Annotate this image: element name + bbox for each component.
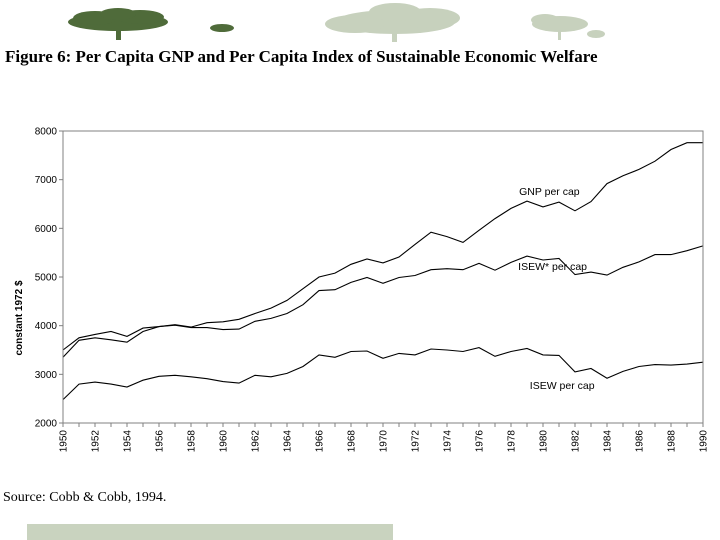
plot-area bbox=[62, 130, 704, 424]
x-tick-label: 1964 bbox=[283, 430, 294, 453]
series-label-0: GNP per cap bbox=[519, 186, 580, 198]
footer-bar bbox=[27, 524, 393, 540]
series-label-2: ISEW per cap bbox=[530, 380, 595, 392]
y-tick-label: 3000 bbox=[35, 370, 58, 381]
x-tick-label: 1950 bbox=[59, 430, 70, 453]
tree-banner bbox=[68, 3, 605, 42]
series-line-0 bbox=[62, 142, 703, 351]
x-axis-ticks: 1950 1952 1954 1956 1958 1960 1962 1964 1966 1968… bbox=[59, 423, 710, 452]
y-axis-ticks: 2000 3000 4000 5000 6000 7000 8000 bbox=[35, 127, 63, 430]
x-tick-label: 1968 bbox=[347, 430, 358, 453]
x-tick-label: 1988 bbox=[667, 430, 678, 453]
series-labels: GNP per cap ISEW* per cap ISEW per cap bbox=[518, 186, 595, 392]
x-tick-label: 1976 bbox=[475, 430, 486, 453]
x-tick-label: 1958 bbox=[187, 430, 198, 453]
x-tick-label: 1986 bbox=[635, 430, 646, 453]
y-tick-label: 8000 bbox=[35, 127, 58, 138]
x-tick-label: 1982 bbox=[571, 430, 582, 453]
x-tick-label: 1984 bbox=[603, 430, 614, 453]
x-tick-label: 1954 bbox=[123, 430, 134, 453]
y-tick-label: 6000 bbox=[35, 224, 58, 235]
x-tick-label: 1978 bbox=[507, 430, 518, 453]
x-tick-label: 1956 bbox=[155, 430, 166, 453]
light-tree-icon bbox=[325, 3, 605, 42]
x-tick-label: 1972 bbox=[411, 430, 422, 453]
series-line-2 bbox=[62, 347, 704, 400]
series-lines bbox=[62, 142, 704, 400]
y-tick-label: 5000 bbox=[35, 273, 58, 284]
y-tick-label: 7000 bbox=[35, 175, 58, 186]
x-tick-label: 1990 bbox=[699, 430, 710, 453]
series-line-1 bbox=[62, 245, 704, 358]
series-label-1: ISEW* per cap bbox=[518, 261, 587, 273]
x-tick-label: 1974 bbox=[443, 430, 454, 453]
x-tick-label: 1966 bbox=[315, 430, 326, 453]
y-tick-label: 4000 bbox=[35, 321, 58, 332]
x-tick-label: 1962 bbox=[251, 430, 262, 453]
x-tick-label: 1952 bbox=[91, 430, 102, 453]
dark-tree-icon bbox=[68, 8, 234, 40]
x-tick-label: 1960 bbox=[219, 430, 230, 453]
y-tick-label: 2000 bbox=[35, 419, 58, 430]
x-tick-label: 1980 bbox=[539, 430, 550, 453]
figure-title: Figure 6: Per Capita GNP and Per Capita … bbox=[5, 47, 598, 66]
y-axis-label: constant 1972 $ bbox=[14, 280, 25, 355]
source-note: Source: Cobb & Cobb, 1994. bbox=[3, 490, 167, 505]
x-tick-label: 1970 bbox=[379, 430, 390, 453]
